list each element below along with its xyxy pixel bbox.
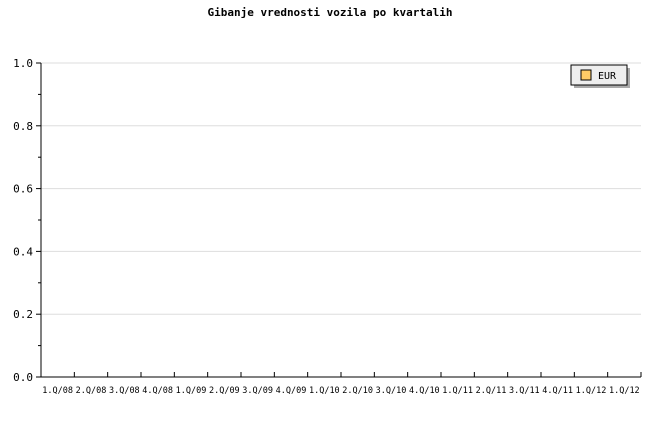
x-tick-label: 2.Q/08 [76, 386, 107, 396]
axes: 0.00.20.40.60.81.01.Q/08 2.Q/08 3.Q/08 4.Q/… [13, 57, 642, 396]
y-tick-label: 0.6 [13, 183, 33, 196]
y-tick-label: 0.0 [13, 371, 33, 384]
legend-label: EUR [598, 71, 617, 82]
x-tick-label: 1.Q/09 [176, 386, 207, 396]
y-tick-label: 0.4 [13, 245, 33, 258]
x-tick-label: 4.Q/10 [409, 386, 440, 396]
x-tick-label: 3.Q/08 [109, 386, 140, 396]
x-tick-label: 4.Q/11 [542, 386, 573, 396]
y-tick-label: 0.2 [13, 308, 33, 321]
y-tick-label: 1.0 [13, 57, 33, 70]
legend: EUR [570, 64, 630, 88]
x-tick-label: 3.Q/09 [242, 386, 273, 396]
x-tick-label: 1.Q/11 [442, 386, 473, 396]
x-tick-label: 3.Q/10 [376, 386, 407, 396]
x-tick-label: 3.Q/11 [509, 386, 540, 396]
x-tick-label: 2.Q/09 [209, 386, 240, 396]
x-tick-label: 4.Q/09 [276, 386, 307, 396]
x-tick-label: 1.Q/10 [309, 386, 340, 396]
x-tick-label: 1.Q/08 [42, 386, 73, 396]
x-tick-label: 2.Q/11 [476, 386, 507, 396]
legend-swatch [580, 69, 592, 81]
x-tick-label: 4.Q/08 [142, 386, 173, 396]
chart-title: Gibanje vrednosti vozila po kvartalih [207, 6, 452, 19]
x-tick-label: 1.Q/12 [609, 386, 640, 396]
x-tick-label: 2.Q/10 [342, 386, 373, 396]
grid [41, 62, 641, 315]
x-tick-label: 1.Q/12 [576, 386, 607, 396]
y-tick-label: 0.8 [13, 120, 33, 133]
